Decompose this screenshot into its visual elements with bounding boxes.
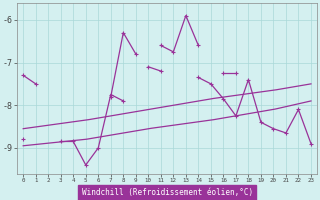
- X-axis label: Windchill (Refroidissement éolien,°C): Windchill (Refroidissement éolien,°C): [82, 188, 253, 197]
